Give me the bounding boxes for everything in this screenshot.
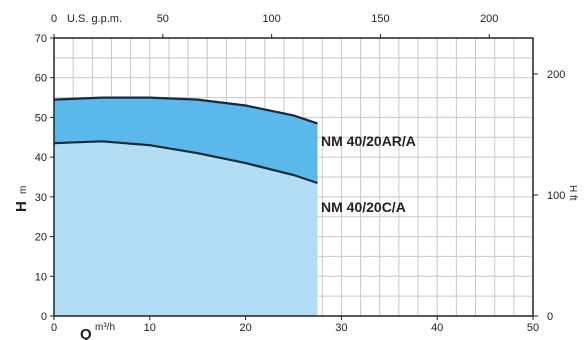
top-tick-label: 0 — [51, 13, 57, 25]
y-tick-label: 0 — [41, 311, 47, 323]
y-tick-label: 20 — [35, 232, 47, 244]
right-tick-label: 100 — [547, 190, 565, 202]
x-tick-label: 50 — [527, 322, 539, 334]
y-tick-label: 70 — [35, 33, 47, 45]
top-tick-label: 50 — [157, 13, 169, 25]
curve-nm-40-20c-a — [53, 140, 318, 185]
plot-frame — [53, 37, 534, 317]
x-tick-label: 40 — [431, 322, 443, 334]
x-axis-unit: m³/h — [95, 322, 115, 333]
curve-layer — [53, 96, 318, 185]
x-tick-label: 30 — [335, 322, 347, 334]
area-nm-40-20c-a — [54, 141, 318, 316]
top-tick-label: 200 — [480, 13, 498, 25]
series-label-nm-40-20c-a: NM 40/20C/A — [321, 199, 406, 215]
x-tick-label: 0 — [51, 322, 57, 334]
y-tick-label: 30 — [35, 192, 47, 204]
series-label-nm-40-20ar-a: NM 40/20AR/A — [321, 133, 416, 149]
area-layer — [54, 97, 318, 316]
top-axis-label: U.S. g.p.m. — [67, 13, 122, 25]
tick-layer: 0 10 20 30 40 50 0 10 20 30 40 50 60 70 0 50 100 150 200 0 1… — [35, 13, 566, 334]
x-axis-label: Q — [80, 326, 92, 340]
y-axis-unit: m — [18, 186, 29, 194]
x-tick-label: 20 — [239, 322, 251, 334]
x-tick-label: 10 — [144, 322, 156, 334]
frame-layer — [53, 37, 534, 317]
top-tick-label: 150 — [371, 13, 389, 25]
y-axis-label: H — [13, 201, 30, 212]
top-tick-label: 100 — [262, 13, 280, 25]
right-tick-label: 0 — [547, 311, 553, 323]
curve-nm-40-20ar-a — [53, 96, 318, 125]
y-tick-label: 50 — [35, 112, 47, 124]
right-tick-label: 200 — [547, 69, 565, 81]
y-tick-label: 40 — [35, 152, 47, 164]
y-tick-label: 10 — [35, 271, 47, 283]
right-axis-label: H ft — [567, 185, 578, 201]
y-tick-label: 60 — [35, 73, 47, 85]
